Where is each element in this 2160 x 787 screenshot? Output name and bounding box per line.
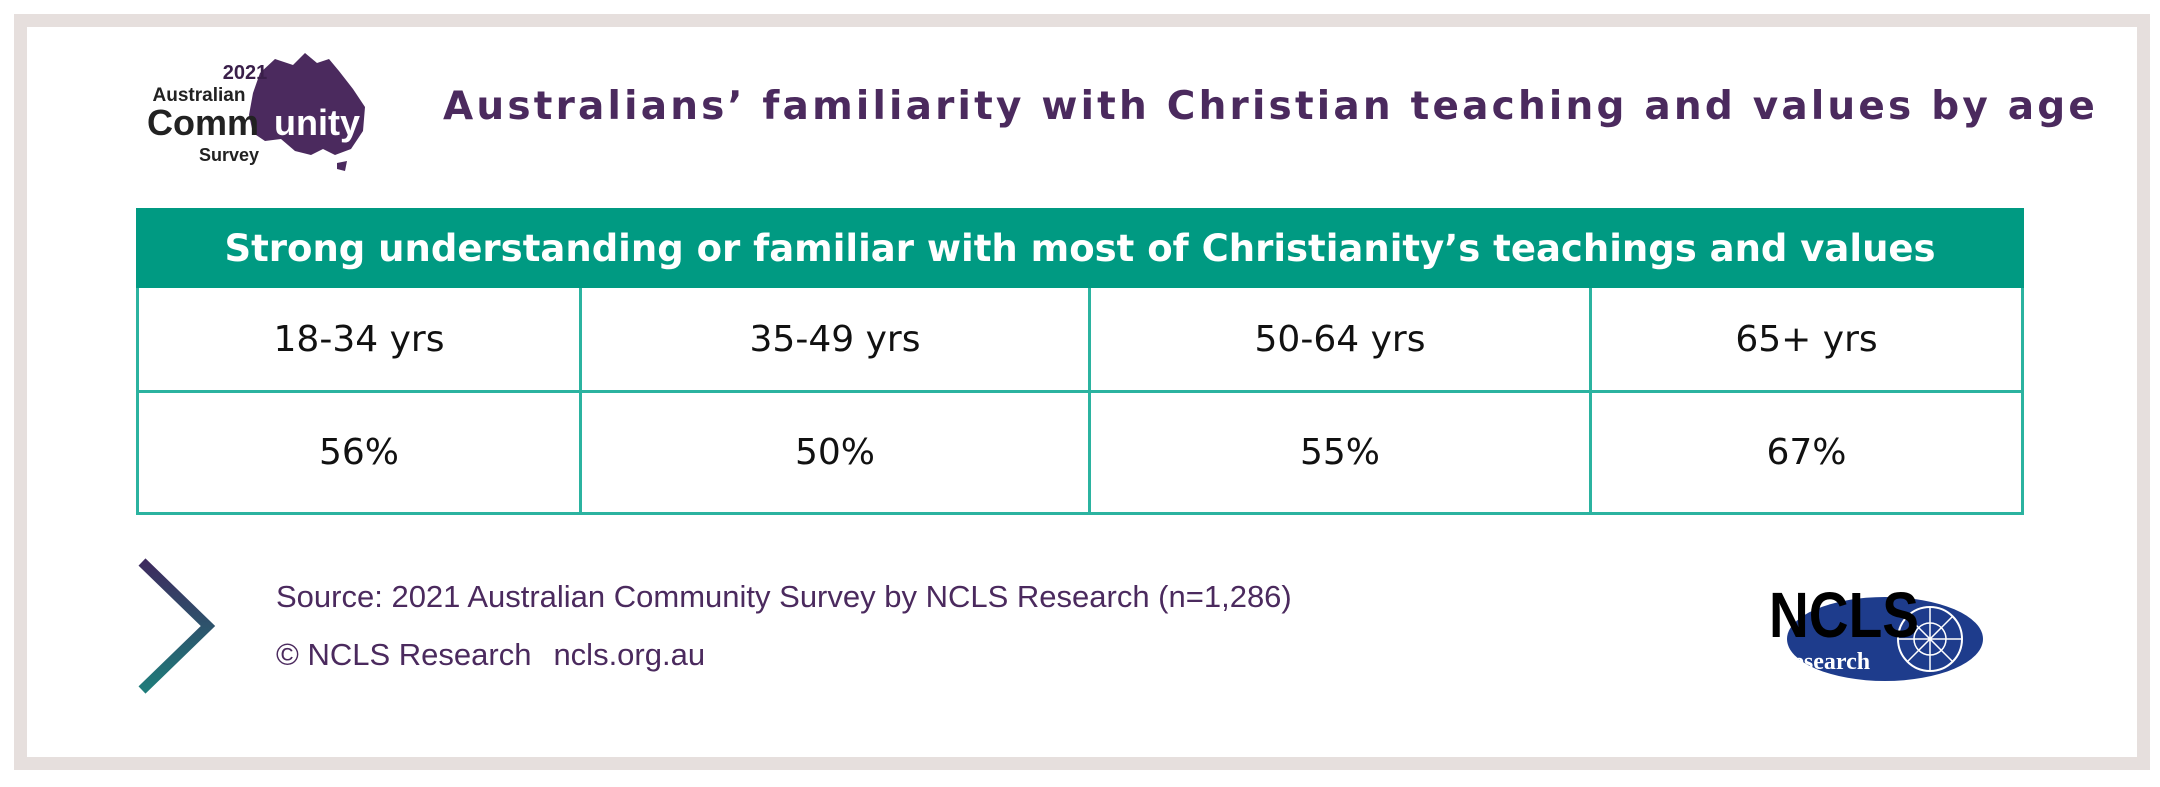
ncls-research-logo: NCLS research [1755,575,1985,695]
familiarity-table: Strong understanding or familiar with mo… [136,208,2024,515]
chevron-right-icon [138,558,216,694]
copyright-text: © NCLS Research [276,637,532,672]
table-row-values: 56% 50% 55% 67% [136,390,2024,515]
age-group-cell: 18-34 yrs [136,288,582,393]
age-group-cell: 35-49 yrs [579,288,1091,393]
logo-line-unity: unity [274,102,360,143]
logo-line-comm: Comm [147,102,259,143]
value-cell: 56% [136,390,582,515]
copyright-line: © NCLS Research ncls.org.au [276,637,727,673]
table-title: Strong understanding or familiar with mo… [136,208,2024,288]
age-group-cell: 65+ yrs [1589,288,2024,393]
value-cell: 50% [579,390,1091,515]
logo-line-australian: Australian [153,85,246,106]
age-group-cell: 50-64 yrs [1088,288,1592,393]
table-grid: 18-34 yrs 35-49 yrs 50-64 yrs 65+ yrs 56… [136,288,2024,515]
website-link[interactable]: ncls.org.au [553,637,706,672]
australian-community-survey-logo: 2021 Australian Comm unity Survey [125,45,385,175]
ncls-globe-logo-icon: NCLS research [1769,579,1983,681]
logo-year: 2021 [223,62,268,84]
page-title: Australians’ familiarity with Christian … [443,84,2099,129]
table-row-age-groups: 18-34 yrs 35-49 yrs 50-64 yrs 65+ yrs [136,288,2024,393]
source-note: Source: 2021 Australian Community Survey… [276,579,1292,614]
value-cell: 67% [1589,390,2024,515]
logo-line-survey: Survey [199,145,259,165]
australia-map-logo-icon: 2021 Australian Comm unity Survey [147,53,365,171]
value-cell: 55% [1088,390,1592,515]
ncls-subtext: research [1783,649,1870,675]
ncls-wordmark: NCLS [1769,579,1919,651]
